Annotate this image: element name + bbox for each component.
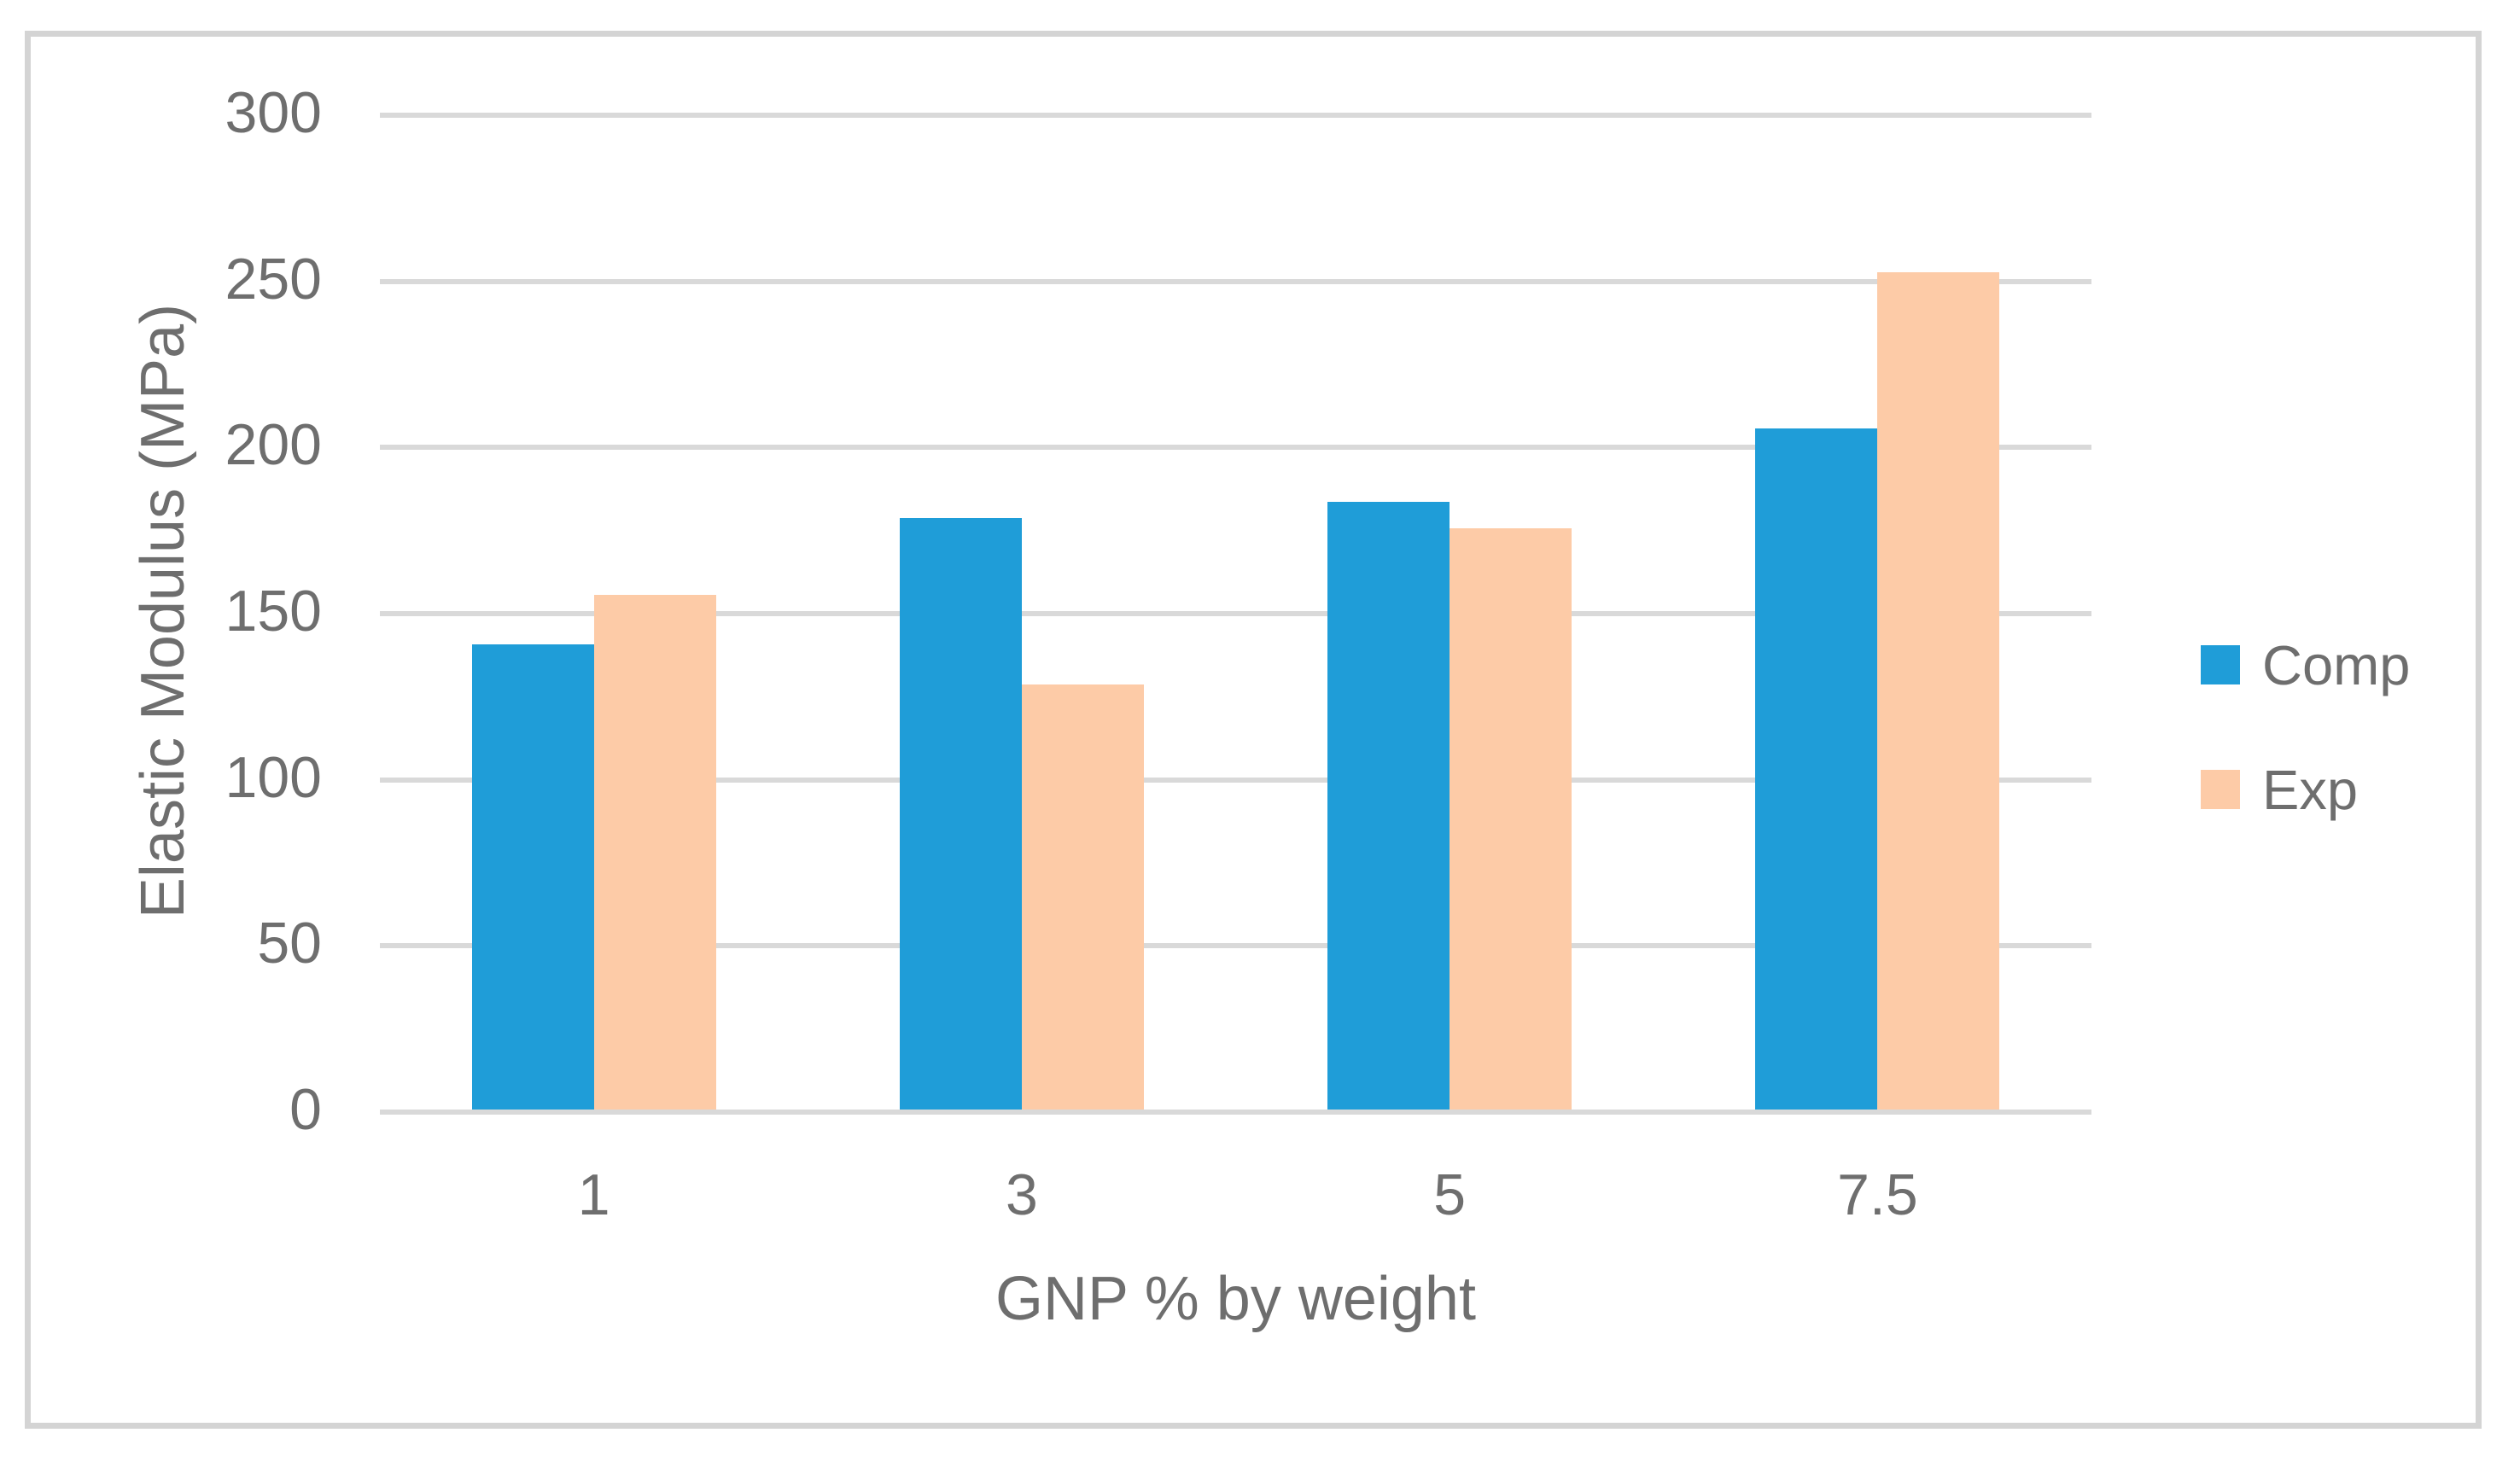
y-tick-label-100: 100 — [225, 744, 322, 810]
y-tick-label-150: 150 — [225, 579, 322, 644]
legend-entry-exp: Exp — [2201, 756, 2410, 823]
bar-exp-3 — [1021, 684, 1144, 1110]
y-tick-label-300: 300 — [225, 80, 322, 145]
gridline-300 — [380, 113, 2091, 118]
legend-entry-comp: Comp — [2201, 632, 2410, 698]
y-tick-label-50: 50 — [257, 911, 322, 976]
bar-exp-1 — [593, 594, 716, 1110]
y-tick-label-0: 0 — [289, 1077, 322, 1142]
bar-comp-1 — [471, 644, 594, 1110]
gridline-200 — [380, 445, 2091, 451]
legend-swatch-comp — [2201, 645, 2240, 684]
bar-comp-5 — [1327, 501, 1450, 1110]
x-axis-title: GNP % by weight — [995, 1265, 1476, 1333]
bar-exp-5 — [1450, 527, 1572, 1110]
gridline-250 — [380, 278, 2091, 284]
gridline-0 — [380, 1110, 2091, 1115]
gridline-50 — [380, 943, 2091, 949]
x-tick-label-3: 3 — [1005, 1162, 1038, 1227]
legend-label-exp: Exp — [2262, 758, 2359, 821]
y-tick-label-250: 250 — [225, 246, 322, 312]
chart-border — [25, 31, 2482, 1429]
plot-area — [380, 113, 2091, 1115]
x-tick-label-7.5: 7.5 — [1837, 1162, 1918, 1227]
y-axis-tick-labels: 0 50 100 150 200 250 300 — [0, 84, 322, 1139]
x-axis-tick-labels: 1 3 5 7.5 — [380, 1159, 2091, 1231]
legend: Comp Exp — [2201, 632, 2410, 823]
gridline-100 — [380, 777, 2091, 783]
y-tick-label-200: 200 — [225, 412, 322, 478]
bar-comp-7.5 — [1755, 428, 1878, 1110]
bar-exp-7.5 — [1877, 271, 2000, 1110]
legend-swatch-exp — [2201, 770, 2240, 809]
x-tick-label-5: 5 — [1433, 1162, 1467, 1227]
y-axis-title: Elastic Modulus (MPa) — [129, 303, 197, 919]
gridline-150 — [380, 611, 2091, 616]
x-tick-label-1: 1 — [577, 1162, 610, 1227]
legend-label-comp: Comp — [2262, 633, 2411, 696]
bar-comp-3 — [899, 518, 1022, 1110]
